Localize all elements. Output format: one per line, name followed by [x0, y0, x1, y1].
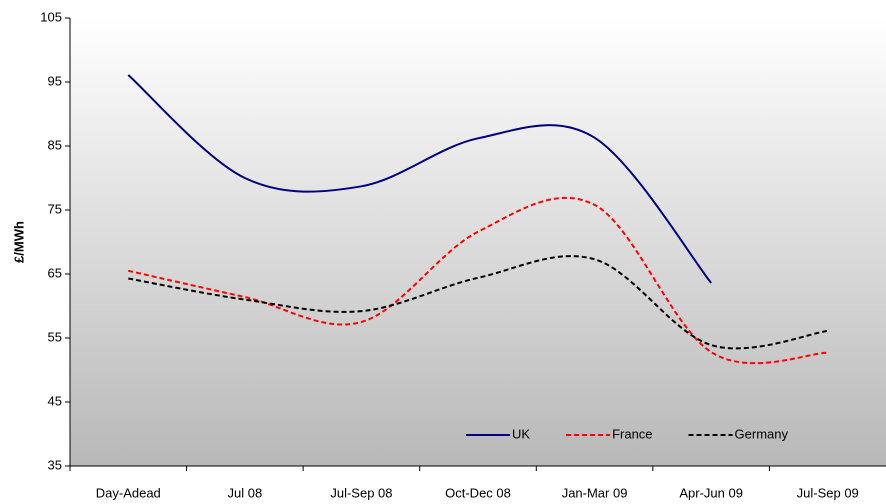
x-tick-label: Apr-Jun 09 — [679, 485, 743, 500]
legend-label: Germany — [735, 426, 789, 441]
x-tick-label: Oct-Dec 08 — [445, 485, 511, 500]
y-tick-label: 65 — [48, 265, 62, 280]
series-line — [128, 255, 828, 350]
y-tick-label: 75 — [48, 201, 62, 216]
y-tick-label: 45 — [48, 393, 62, 408]
x-tick-label: Jul-Sep 09 — [797, 485, 859, 500]
y-tick-label: 55 — [48, 329, 62, 344]
y-tick-label: 85 — [48, 137, 62, 152]
legend-label: UK — [512, 426, 530, 441]
y-tick-label: 95 — [48, 73, 62, 88]
x-tick-label: Jul 08 — [228, 485, 263, 500]
x-tick-label: Jul-Sep 08 — [330, 485, 392, 500]
series-line — [128, 196, 828, 365]
plot-area — [70, 18, 886, 466]
legend-label: France — [612, 426, 652, 441]
x-tick-label: Day-Adead — [96, 485, 161, 500]
y-tick-label: 105 — [40, 9, 62, 24]
x-tick-label: Jan-Mar 09 — [562, 485, 628, 500]
y-tick-label: 35 — [48, 457, 62, 472]
series-line — [127, 74, 712, 284]
y-axis-label: £/MWh — [11, 221, 26, 263]
